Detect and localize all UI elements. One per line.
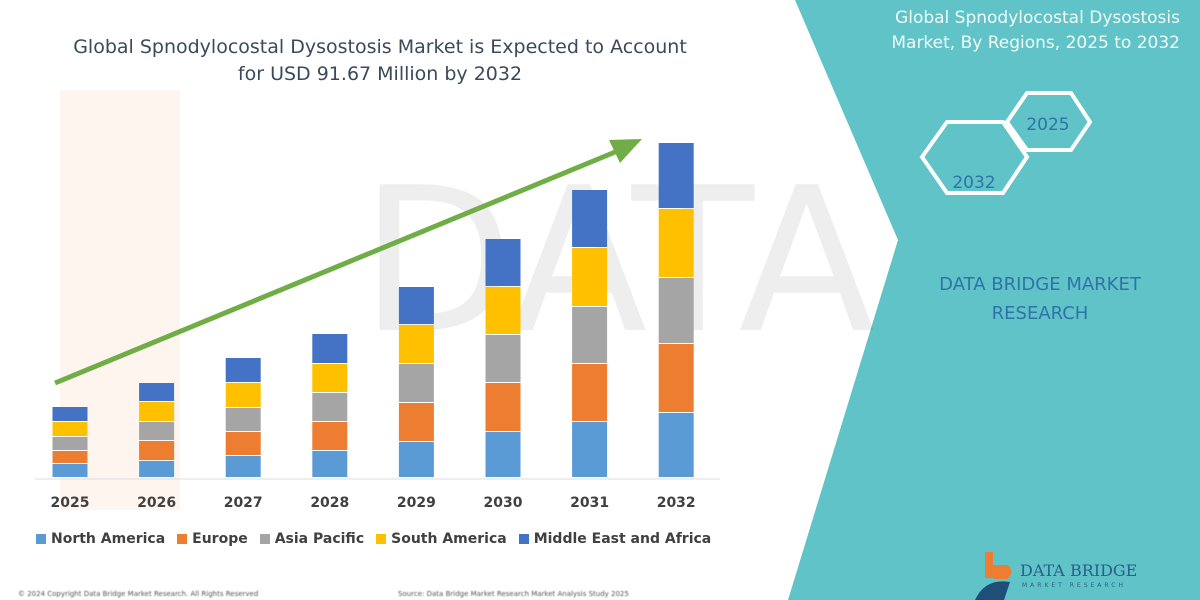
bar-segment-2030-asia-pacific — [485, 335, 521, 382]
brand-line2: RESEARCH — [991, 303, 1089, 324]
bar-segment-2029-south-america — [398, 325, 434, 363]
x-tick-label: 2032 — [657, 495, 696, 511]
stacked-bars — [52, 143, 694, 477]
x-tick-label: 2027 — [224, 495, 263, 511]
bar-segment-2031-north-america — [572, 422, 608, 477]
bar-segment-2025-middle-east-and-africa — [52, 407, 88, 421]
legend-label: North America — [51, 531, 166, 547]
x-tick-label: 2031 — [570, 495, 609, 511]
hexagon-2032-label: 2032 — [952, 173, 995, 193]
side-title-line2: Market, By Regions, 2025 to 2032 — [891, 33, 1180, 53]
bar-segment-2027-north-america — [225, 456, 261, 477]
bar-segment-2026-asia-pacific — [139, 422, 175, 440]
bar-segment-2028-europe — [312, 422, 348, 450]
legend-item: Europe — [177, 531, 248, 547]
legend-label: Asia Pacific — [274, 531, 365, 547]
bar-segment-2026-south-america — [139, 402, 175, 421]
x-tick-label: 2025 — [51, 495, 90, 511]
bar-segment-2025-europe — [52, 451, 88, 463]
source-text: Source: Data Bridge Market Research Mark… — [398, 590, 629, 598]
chart-title-line1: Global Spnodylocostal Dysostosis Market … — [73, 36, 687, 58]
bar-segment-2025-asia-pacific — [52, 437, 88, 450]
copyright-text: © 2024 Copyright Data Bridge Market Rese… — [18, 590, 259, 598]
legend-label: Middle East and Africa — [533, 531, 712, 547]
side-panel-title: Global Spnodylocostal Dysostosis Market,… — [820, 6, 1180, 56]
bar-segment-2027-middle-east-and-africa — [225, 358, 261, 382]
legend-item: North America — [36, 531, 165, 547]
legend-label: Europe — [192, 531, 248, 547]
bar-segment-2032-asia-pacific — [658, 278, 694, 343]
x-tick-label: 2026 — [137, 495, 176, 511]
side-title-line1: Global Spnodylocostal Dysostosis — [895, 8, 1180, 28]
watermark: DATA — [60, 90, 875, 510]
chart-legend: North America Europe Asia Pacific South Ame… — [36, 531, 711, 547]
bar-segment-2029-asia-pacific — [398, 364, 434, 402]
hexagon-2032 — [919, 120, 1030, 195]
bar-segment-2031-south-america — [572, 248, 608, 306]
legend-label: South America — [391, 531, 507, 547]
legend-swatch — [518, 534, 529, 544]
legend-swatch — [36, 534, 46, 544]
bar-segment-2032-europe — [658, 344, 694, 412]
bar-segment-2028-asia-pacific — [312, 393, 348, 421]
bar-segment-2029-middle-east-and-africa — [398, 287, 434, 324]
x-axis-ticks: 2025 2026 2027 2028 2029 2030 2031 2032 — [51, 495, 696, 511]
bar-segment-2026-north-america — [139, 461, 175, 477]
legend-swatch — [177, 534, 188, 544]
logo-subtext: MARKET RESEARCH — [1022, 582, 1126, 589]
x-tick-label: 2029 — [397, 495, 436, 511]
bar-segment-2032-middle-east-and-africa — [658, 143, 694, 208]
logo-icon — [975, 552, 1012, 600]
bar-segment-2031-middle-east-and-africa — [572, 190, 608, 247]
bar-segment-2028-middle-east-and-africa — [312, 334, 348, 363]
bar-segment-2028-north-america — [312, 451, 348, 477]
bar-segment-2029-europe — [398, 403, 434, 441]
hexagon-2025-label: 2025 — [1026, 115, 1069, 135]
bar-segment-2030-north-america — [485, 432, 521, 477]
x-tick-label: 2030 — [484, 495, 523, 511]
chart-title-line2: for USD 91.67 Million by 2032 — [237, 63, 523, 85]
brand-line1: DATA BRIDGE MARKET — [939, 274, 1141, 295]
bar-segment-2031-asia-pacific — [572, 307, 608, 363]
legend-swatch — [259, 534, 270, 544]
bar-segment-2025-south-america — [52, 422, 88, 436]
bar-segment-2029-north-america — [398, 442, 434, 477]
bar-segment-2026-europe — [139, 441, 175, 460]
bar-segment-2031-europe — [572, 364, 608, 421]
bar-segment-2030-south-america — [485, 287, 521, 334]
teal-side-panel — [788, 0, 1200, 600]
bar-segment-2032-north-america — [658, 413, 694, 477]
legend-swatch — [376, 534, 387, 544]
bar-segment-2025-north-america — [52, 464, 88, 477]
hexagon-2025 — [1004, 91, 1093, 152]
chart-title: Global Spnodylocostal Dysostosis Market … — [30, 34, 730, 88]
bar-segment-2030-europe — [485, 383, 521, 431]
x-tick-label: 2028 — [310, 495, 349, 511]
svg-text:DATA: DATA — [360, 145, 875, 378]
bar-segment-2026-middle-east-and-africa — [139, 383, 175, 401]
bar-segment-2028-south-america — [312, 364, 348, 392]
bar-segment-2032-south-america — [658, 209, 694, 277]
logo-text: DATA BRIDGE — [1020, 561, 1138, 580]
bar-segment-2030-middle-east-and-africa — [485, 239, 521, 286]
bar-segment-2027-europe — [225, 432, 261, 455]
legend-item: Middle East and Africa — [518, 531, 712, 547]
growth-arrow — [54, 139, 642, 386]
brand-name: DATA BRIDGE MARKET RESEARCH — [900, 270, 1180, 328]
bar-segment-2027-asia-pacific — [225, 408, 261, 431]
legend-item: Asia Pacific — [259, 531, 365, 547]
legend-item: South America — [376, 531, 507, 547]
bar-segment-2027-south-america — [225, 383, 261, 407]
